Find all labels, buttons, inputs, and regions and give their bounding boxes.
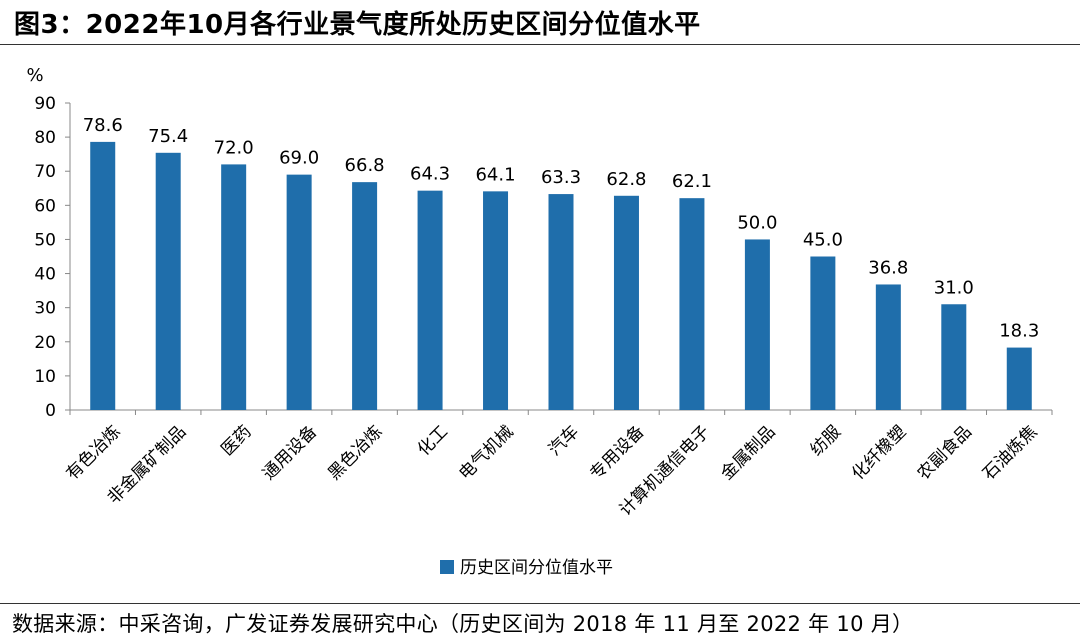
bar bbox=[679, 198, 705, 410]
x-tick-label: 石油炼焦 bbox=[979, 422, 1041, 484]
y-tick-label: 10 bbox=[34, 367, 56, 387]
x-tick-label: 纺服 bbox=[807, 422, 845, 460]
bottom-rule bbox=[0, 603, 1080, 604]
bar bbox=[744, 239, 770, 410]
bar-value-label: 75.4 bbox=[148, 126, 188, 147]
bar bbox=[1006, 347, 1032, 410]
bar bbox=[155, 152, 181, 410]
bar-value-label: 36.8 bbox=[868, 257, 908, 278]
x-axis: 有色冶炼非金属矿制品 医药 通用设备 黑色冶炼 化工 电气机械 汽车 专用设备计算机通信电子金… bbox=[63, 409, 1053, 520]
bar-value-label: 62.8 bbox=[606, 169, 646, 190]
x-tick-label: 专用设备 bbox=[586, 422, 648, 484]
bar-value-label: 66.8 bbox=[345, 155, 385, 176]
bar bbox=[941, 304, 967, 410]
x-tick-label: 农副食品 bbox=[914, 422, 976, 484]
bar bbox=[90, 141, 116, 410]
y-axis-unit: % bbox=[26, 65, 43, 86]
figure-title: 图3：2022年10月各行业景气度所处历史区间分位值水平 bbox=[14, 10, 701, 40]
bar-value-label: 45.0 bbox=[803, 230, 843, 251]
y-tick-label: 50 bbox=[34, 230, 56, 250]
bar bbox=[352, 182, 378, 410]
x-tick-label: 汽车 bbox=[545, 422, 583, 460]
y-tick-label: 30 bbox=[34, 299, 56, 319]
top-rule bbox=[0, 44, 1080, 45]
bar bbox=[286, 174, 312, 410]
y-tick-label: 60 bbox=[34, 196, 56, 216]
legend-label: 历史区间分位值水平 bbox=[460, 558, 613, 578]
bar-value-label: 63.3 bbox=[541, 167, 581, 188]
bar-value-label: 72.0 bbox=[214, 137, 254, 158]
x-tick-label: 医药 bbox=[218, 422, 256, 460]
x-tick-label: 化工 bbox=[414, 422, 452, 460]
bar-value-label: 62.1 bbox=[672, 171, 712, 192]
x-tick-label: 金属制品 bbox=[717, 422, 779, 484]
y-tick-label: 20 bbox=[34, 333, 56, 353]
y-tick-label: 90 bbox=[34, 94, 56, 114]
bar-value-label: 64.1 bbox=[475, 164, 515, 185]
legend-swatch bbox=[440, 560, 454, 574]
bar-value-label: 31.0 bbox=[934, 277, 974, 298]
y-axis: 0 10 20 30 40 50 60 70 80 90 bbox=[34, 94, 71, 421]
bar-value-label: 78.6 bbox=[83, 115, 123, 136]
bar bbox=[221, 164, 247, 410]
bar bbox=[810, 256, 836, 410]
bar-value-label: 18.3 bbox=[999, 321, 1039, 342]
bar bbox=[417, 190, 443, 410]
y-tick-label: 40 bbox=[34, 265, 56, 285]
bar-value-label: 64.3 bbox=[410, 164, 450, 185]
x-tick-label: 电气机械 bbox=[455, 422, 517, 484]
legend: 历史区间分位值水平 bbox=[440, 558, 613, 578]
x-tick-label: 有色冶炼 bbox=[63, 422, 125, 484]
bar bbox=[483, 191, 509, 410]
y-tick-label: 80 bbox=[34, 128, 56, 148]
bar bbox=[548, 194, 574, 410]
bar bbox=[613, 195, 639, 410]
bar bbox=[875, 284, 901, 410]
x-tick-label: 通用设备 bbox=[259, 422, 321, 484]
y-tick-label: 70 bbox=[34, 162, 56, 182]
bar-value-label: 69.0 bbox=[279, 148, 319, 169]
bar-series: 78.6 75.4 72.0 69.0 66.8 64.3 64.1 63.3 62.8 62.1… bbox=[83, 115, 1039, 410]
y-tick-label: 0 bbox=[45, 401, 56, 421]
x-tick-label: 化纤橡塑 bbox=[848, 422, 910, 484]
bar-value-label: 50.0 bbox=[737, 212, 777, 233]
x-tick-label: 黑色冶炼 bbox=[324, 422, 386, 484]
source-note: 数据来源：中采咨询，广发证券发展研究中心（历史区间为 2018 年 11 月至 … bbox=[12, 612, 914, 636]
